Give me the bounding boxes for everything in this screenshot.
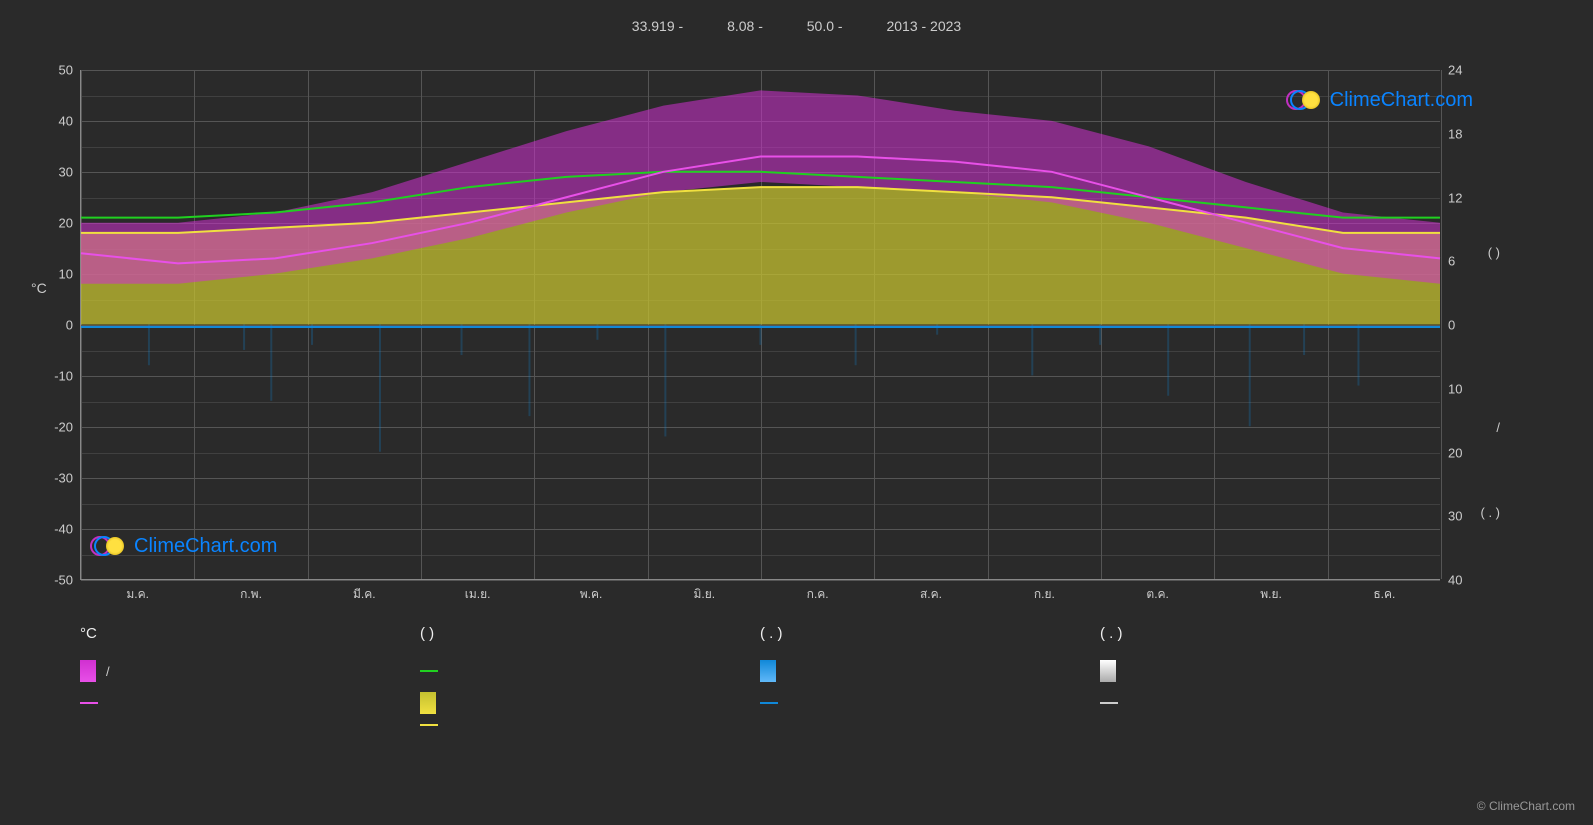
y-tick-right: 40 <box>1448 573 1462 588</box>
x-tick-month: ส.ค. <box>920 585 942 604</box>
legend-swatch <box>760 660 776 682</box>
chart-plot-area: 50403020100-10-20-30-40-5024181260102030… <box>80 70 1440 580</box>
y-tick-right: 0 <box>1448 318 1455 333</box>
x-tick-month: เม.ย. <box>465 585 491 604</box>
legend-label: / <box>106 664 110 679</box>
watermark-top: ClimeChart.com <box>1286 88 1473 112</box>
legend-header-temp: °C <box>80 625 420 642</box>
legend-item <box>1100 724 1440 726</box>
y-tick-left: -50 <box>54 573 73 588</box>
legend-item <box>80 692 420 714</box>
chart-svg-layer <box>81 70 1440 579</box>
x-tick-month: มี.ค. <box>353 585 376 604</box>
y-tick-right: 30 <box>1448 509 1462 524</box>
legend-header-3: ( . ) <box>760 625 1100 642</box>
x-tick-month: พ.ค. <box>580 585 603 604</box>
copyright: © ClimeChart.com <box>1477 799 1575 813</box>
x-tick-month: ก.ย. <box>1034 585 1055 604</box>
legend-swatch <box>420 692 436 714</box>
watermark-logo-icon <box>90 534 128 558</box>
y-tick-left: 40 <box>59 114 73 129</box>
legend-item <box>420 724 760 726</box>
legend: °C ( ) ( . ) ( . ) / <box>80 625 1440 736</box>
x-tick-month: มิ.ย. <box>694 585 716 604</box>
legend-item <box>1100 692 1440 714</box>
watermark-bottom: ClimeChart.com <box>90 534 277 558</box>
right-axis-marker: ( ) <box>1488 245 1500 260</box>
legend-header-2: ( ) <box>420 625 760 642</box>
legend-item <box>80 724 420 726</box>
legend-item <box>420 660 760 682</box>
y-tick-right: 6 <box>1448 254 1455 269</box>
y-tick-left: 0 <box>66 318 73 333</box>
legend-headers: °C ( ) ( . ) ( . ) <box>80 625 1440 642</box>
legend-swatch <box>420 670 438 672</box>
y-tick-left: 10 <box>59 267 73 282</box>
legend-swatch <box>760 702 778 704</box>
watermark-text: ClimeChart.com <box>1330 89 1473 112</box>
y-tick-left: -10 <box>54 369 73 384</box>
x-tick-month: ม.ค. <box>126 585 149 604</box>
header-elev: 50.0 - <box>807 18 843 34</box>
y-tick-right: 18 <box>1448 126 1462 141</box>
legend-header-4: ( . ) <box>1100 625 1440 642</box>
legend-rows: / <box>80 660 1440 726</box>
right-axis-marker: / <box>1496 420 1500 435</box>
y-tick-right: 10 <box>1448 381 1462 396</box>
y-tick-right: 20 <box>1448 445 1462 460</box>
x-tick-month: พ.ย. <box>1260 585 1282 604</box>
legend-item <box>760 692 1100 714</box>
legend-swatch <box>80 702 98 704</box>
y-tick-left: -40 <box>54 522 73 537</box>
y-tick-left: 30 <box>59 165 73 180</box>
legend-item <box>760 724 1100 726</box>
legend-item <box>760 660 1100 682</box>
legend-swatch <box>1100 660 1116 682</box>
header-lat: 33.919 - <box>632 18 683 34</box>
y-tick-left: -20 <box>54 420 73 435</box>
y-tick-left: 50 <box>59 63 73 78</box>
y-axis-left-label: °C <box>31 280 47 296</box>
y-tick-right: 24 <box>1448 63 1462 78</box>
y-tick-right: 12 <box>1448 190 1462 205</box>
right-axis-marker: ( . ) <box>1481 505 1501 520</box>
header-lon: 8.08 - <box>727 18 763 34</box>
y-tick-left: -30 <box>54 471 73 486</box>
watermark-logo-icon <box>1286 88 1324 112</box>
x-tick-month: ต.ค. <box>1146 585 1169 604</box>
legend-item <box>1100 660 1440 682</box>
watermark-text: ClimeChart.com <box>134 535 277 558</box>
header-years: 2013 - 2023 <box>886 18 961 34</box>
y-tick-left: 20 <box>59 216 73 231</box>
legend-swatch <box>1100 702 1118 704</box>
legend-item: / <box>80 660 420 682</box>
legend-item <box>420 692 760 714</box>
legend-swatch <box>80 660 96 682</box>
x-tick-month: ก.ค. <box>807 585 829 604</box>
x-tick-month: ธ.ค. <box>1373 585 1395 604</box>
legend-swatch <box>420 724 438 726</box>
chart-header: 33.919 - 8.08 - 50.0 - 2013 - 2023 <box>0 18 1593 34</box>
x-tick-month: ก.พ. <box>240 585 262 604</box>
